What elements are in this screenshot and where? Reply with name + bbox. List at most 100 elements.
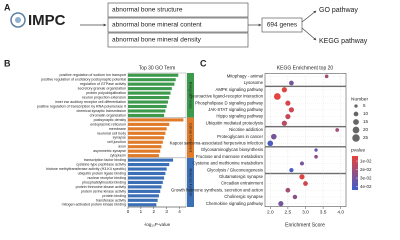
point — [267, 140, 274, 147]
point — [288, 107, 295, 113]
facet-strip — [187, 73, 194, 118]
y-tick-label: membrane — [109, 127, 126, 131]
point — [335, 128, 340, 132]
x-tick-label: 2.5 — [285, 209, 292, 215]
bar — [128, 145, 162, 149]
y-tick-label: histone methyltransferase activity (H3-K… — [46, 167, 126, 171]
y-tick-label: protein polyubiquitination — [86, 91, 126, 95]
bar — [128, 154, 159, 158]
y-tick-label: secretory granule organization — [78, 87, 126, 91]
bar — [128, 96, 170, 100]
point — [285, 187, 291, 193]
y-tick-label: nuclear receptor binding — [87, 176, 126, 180]
bar — [128, 78, 176, 82]
size-legend-key — [352, 134, 360, 142]
x-tick-label: 3 — [165, 209, 168, 214]
point — [285, 113, 291, 120]
panel-label: A — [4, 2, 11, 12]
y-tick-label: Fructose and mannose metabolism — [196, 154, 264, 159]
bar — [128, 87, 172, 91]
y-tick-label: Glutamatergic synapse — [219, 174, 264, 179]
bar — [128, 163, 170, 167]
chart-title: KEGG Enrichment top 20 — [277, 65, 334, 71]
y-tick-label: Circadian entrainment — [221, 181, 264, 186]
x-tick-label: 3.5 — [320, 209, 327, 215]
point — [324, 74, 329, 79]
y-tick-label: Proteoglycans in cancer — [217, 134, 263, 139]
bar — [128, 109, 166, 113]
facet-label: Biological Process — [189, 82, 193, 109]
bar — [128, 73, 179, 77]
point — [278, 201, 284, 207]
y-tick-label: endoplasmic reticulum — [90, 122, 126, 126]
y-tick-label: inner ear auditory receptor cell differe… — [55, 100, 126, 104]
point — [273, 93, 281, 100]
y-tick-label: transferase activity — [96, 198, 126, 202]
bar — [128, 127, 167, 131]
bar — [128, 203, 157, 207]
colorbar — [352, 156, 358, 190]
arrow — [301, 27, 317, 41]
y-tick-label: transcription factor binding — [84, 158, 126, 162]
point — [285, 100, 291, 106]
y-tick-label: Kaposi sarcoma-associated herpesvirus in… — [170, 140, 264, 145]
x-tick-label: 4.0 — [337, 209, 344, 215]
x-axis-title: Enrichment Score — [285, 222, 325, 228]
y-tick-label: cytoplasm — [110, 154, 126, 158]
size-legend-key — [352, 126, 360, 134]
point — [281, 87, 287, 93]
point — [292, 194, 298, 200]
size-legend-label: 15 — [363, 119, 369, 124]
facet-label: Molecular Function — [189, 169, 193, 197]
y-tick-label: Cholinergic synapse — [224, 194, 263, 199]
size-legend-key — [354, 104, 358, 108]
point — [299, 174, 305, 180]
y-tick-label: Phospholipase D signaling pathway — [195, 100, 264, 105]
y-tick-label: cysteine-type peptidase activity — [76, 163, 126, 167]
colorbar-label: 1e-02 — [360, 158, 372, 163]
phenotype: abnormal bone mineral density — [112, 37, 202, 44]
bar — [128, 176, 165, 180]
x-tick-label: 2.0 — [267, 209, 274, 215]
bar — [128, 82, 175, 86]
bar — [128, 198, 158, 202]
bar — [128, 122, 170, 126]
y-tick-label: positive regulation of excitatory postsy… — [41, 78, 126, 82]
y-tick-label: Mitophagy - animal — [227, 73, 263, 78]
y-tick-label: AMPK signaling pathway — [215, 87, 263, 92]
legend-title: pvalue — [351, 147, 365, 153]
point — [289, 168, 294, 173]
genes-box — [261, 17, 303, 33]
y-tick-label: neuron projection extension — [82, 96, 126, 100]
y-tick-label: protein binding — [102, 194, 126, 198]
x-tick-label: 1 — [140, 209, 143, 214]
y-tick-label: neuronal cell body — [97, 131, 126, 135]
x-tick-label: 4 — [178, 209, 181, 214]
colorbar-label: 4e-02 — [360, 184, 372, 189]
y-tick-label: Glycosaminoglycan biosynthesis — [201, 147, 263, 152]
facet-strip — [187, 157, 194, 207]
x-tick-label: 3.0 — [302, 209, 309, 215]
y-tick-label: Neuroactive ligand-receptor interaction — [189, 94, 263, 99]
phenotype: abnormal bone mineral content — [112, 22, 202, 29]
y-tick-label: Hippo signaling pathway — [216, 114, 263, 119]
phenotype-box — [107, 32, 249, 48]
legend-title: Number — [351, 96, 368, 102]
bar — [128, 158, 174, 162]
bar — [128, 91, 171, 95]
point — [299, 161, 304, 166]
bar — [128, 171, 166, 176]
logo: IMPC — [10, 12, 66, 29]
facet-label: Cellular Component — [189, 123, 193, 152]
y-tick-label: Chemokine signaling pathway — [206, 201, 264, 206]
point — [281, 120, 287, 126]
y-tick-label: Glycolysis / Gluconeogenesis — [207, 167, 263, 172]
genes: 694 genes — [267, 22, 298, 29]
facet-strip — [187, 117, 194, 158]
y-tick-label: postsynaptic density — [94, 118, 127, 122]
phenotype-box — [107, 2, 249, 18]
phenotype: abnormal bone structure — [112, 7, 183, 14]
y-tick-label: Growth hormone synthesis, secretion and … — [171, 187, 264, 192]
y-tick-label: ubiquitin protein ligase binding — [78, 171, 126, 175]
y-tick-label: chemical synaptic transmission — [76, 109, 126, 113]
